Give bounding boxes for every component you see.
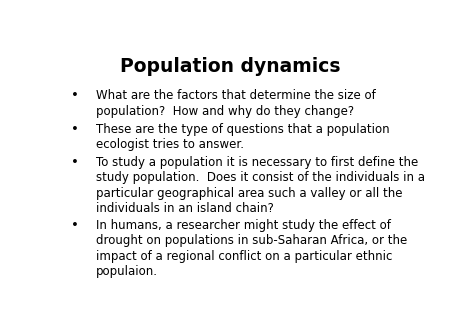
Text: What are the factors that determine the size of
population?  How and why do they: What are the factors that determine the … (96, 89, 376, 118)
Text: •: • (71, 123, 79, 136)
Text: These are the type of questions that a population
ecologist tries to answer.: These are the type of questions that a p… (96, 123, 390, 151)
Text: •: • (71, 219, 79, 232)
Text: In humans, a researcher might study the effect of
drought on populations in sub-: In humans, a researcher might study the … (96, 219, 407, 278)
Text: •: • (71, 156, 79, 169)
Text: To study a population it is necessary to first define the
study population.  Doe: To study a population it is necessary to… (96, 156, 425, 215)
Text: •: • (71, 89, 79, 102)
Text: Population dynamics: Population dynamics (120, 57, 340, 76)
